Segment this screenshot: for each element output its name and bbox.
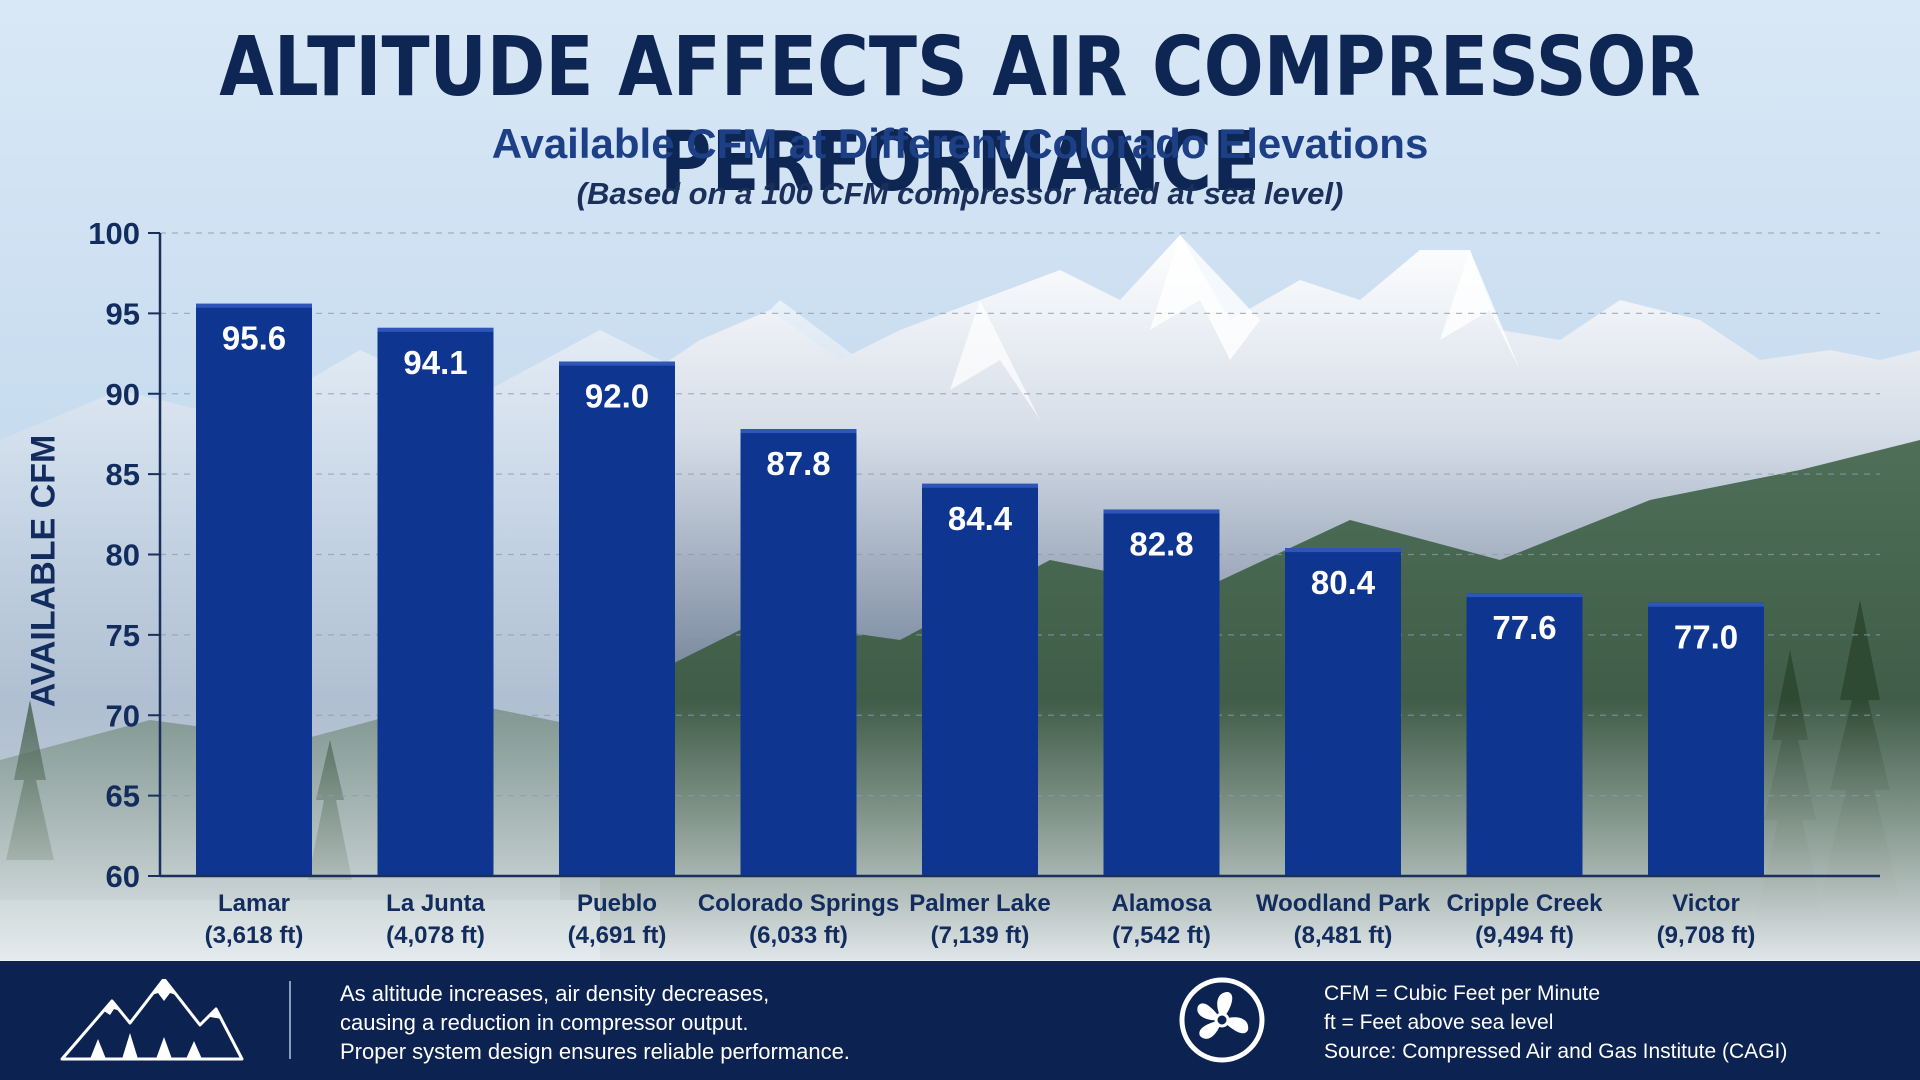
footer-left-line: As altitude increases, air density decre… xyxy=(340,981,770,1006)
bar xyxy=(740,429,857,876)
bars: 95.6 94.1 92.0 87.8 84.4 82.8 80.4 77.6 77.0 xyxy=(196,303,1764,877)
chart-note: (Based on a 100 CFM compressor rated at … xyxy=(576,176,1344,211)
bar-value-label: 84.4 xyxy=(948,500,1013,537)
bar-value-label: 77.0 xyxy=(1674,619,1738,656)
bar-value-label: 77.6 xyxy=(1492,609,1556,646)
x-tick-sublabel: (4,078 ft) xyxy=(386,922,485,949)
x-tick-label: Cripple Creek xyxy=(1446,890,1603,917)
bar-highlight xyxy=(559,361,675,366)
bar-value-label: 87.8 xyxy=(766,445,830,482)
x-tick-sublabel: (4,691 ft) xyxy=(568,922,667,949)
bar xyxy=(377,327,494,876)
x-tick-label: Victor xyxy=(1672,890,1740,917)
x-tick-label: Lamar xyxy=(218,890,290,917)
y-tick-label: 80 xyxy=(106,538,140,573)
bar-highlight xyxy=(922,483,1038,488)
x-tick-label: Palmer Lake xyxy=(909,890,1050,917)
bar-highlight xyxy=(740,429,857,434)
bar-highlight xyxy=(1285,548,1401,553)
footer-right-line: ft = Feet above sea level xyxy=(1324,1011,1554,1034)
x-tick-label: La Junta xyxy=(386,890,485,917)
bar-value-label: 94.1 xyxy=(403,344,467,381)
y-tick-label: 90 xyxy=(106,377,140,412)
footer-right-text: CFM = Cubic Feet per Minute ft = Feet ab… xyxy=(1324,979,1787,1066)
bar-highlight xyxy=(1466,593,1583,598)
y-axis-label: AVAILABLE CFM xyxy=(24,434,63,708)
chart-title: ALTITUDE AFFECTS AIR COMPRESSOR PERFORMA… xyxy=(219,20,1701,210)
y-tick-label: 100 xyxy=(88,216,140,251)
mountain-icon xyxy=(60,979,244,1061)
bar-highlight xyxy=(1103,509,1220,514)
fan-icon xyxy=(1179,977,1265,1063)
y-tick-label: 70 xyxy=(106,698,140,733)
x-tick-sublabel: (7,542 ft) xyxy=(1112,922,1211,949)
footer-left-text: As altitude increases, air density decre… xyxy=(340,979,850,1066)
bar-highlight xyxy=(377,327,494,332)
bar xyxy=(1648,602,1764,876)
y-tick-label: 60 xyxy=(106,859,140,894)
x-tick-sublabel: (8,481 ft) xyxy=(1294,922,1393,949)
bar xyxy=(1103,509,1220,876)
footer-left-line: Proper system design ensures reliable pe… xyxy=(340,1039,850,1064)
bar xyxy=(922,483,1038,876)
y-tick-label: 95 xyxy=(106,296,140,331)
y-tick-label: 75 xyxy=(106,618,140,653)
x-tick-labels: Lamar (3,618 ft) La Junta (4,078 ft) Pueblo (… xyxy=(205,890,1756,949)
bar-value-label: 95.6 xyxy=(222,320,286,357)
bar xyxy=(196,303,312,877)
footer-divider xyxy=(289,981,291,1059)
x-tick-label: Colorado Springs xyxy=(698,890,899,917)
bar-highlight xyxy=(196,303,312,308)
bar-value-label: 80.4 xyxy=(1311,564,1376,601)
bar-highlight xyxy=(1648,602,1764,607)
bar xyxy=(1285,548,1401,876)
gridlines xyxy=(160,232,1880,797)
chart-subtitle: Available CFM at Different Colorado Elev… xyxy=(491,120,1429,167)
y-tick-label: 85 xyxy=(106,457,140,492)
bar-value-label: 92.0 xyxy=(585,378,649,415)
bar-value-label: 82.8 xyxy=(1129,525,1193,562)
bar xyxy=(1466,593,1583,876)
footer-right-line: Source: Compressed Air and Gas Institute… xyxy=(1324,1040,1788,1063)
x-tick-sublabel: (3,618 ft) xyxy=(205,922,304,949)
x-tick-label: Alamosa xyxy=(1111,890,1212,917)
x-tick-label: Pueblo xyxy=(577,890,657,917)
footer-right-line: CFM = Cubic Feet per Minute xyxy=(1324,982,1601,1005)
x-tick-sublabel: (9,494 ft) xyxy=(1475,922,1574,949)
x-tick-label: Woodland Park xyxy=(1256,890,1431,917)
x-tick-sublabel: (7,139 ft) xyxy=(931,922,1030,949)
footer-left-line: causing a reduction in compressor output… xyxy=(340,1010,749,1035)
bar xyxy=(559,361,675,877)
y-tick-label: 65 xyxy=(106,779,140,814)
y-tick-labels: 60 65 70 75 80 85 90 95 100 xyxy=(88,216,160,894)
footer: As altitude increases, air density decre… xyxy=(0,961,1920,1080)
x-tick-sublabel: (6,033 ft) xyxy=(749,922,848,949)
x-tick-sublabel: (9,708 ft) xyxy=(1657,922,1756,949)
